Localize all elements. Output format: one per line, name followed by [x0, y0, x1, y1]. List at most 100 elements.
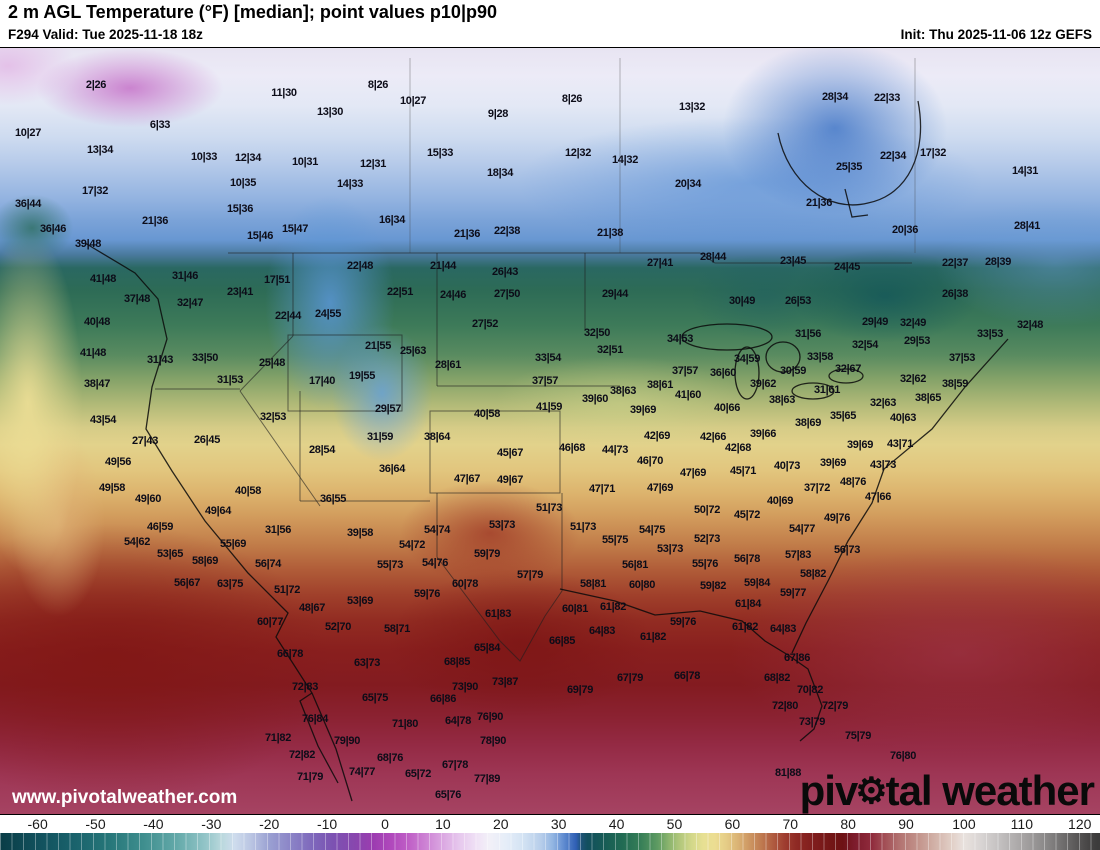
map-point-value: 47|67	[453, 473, 481, 485]
map-point-value: 39|48	[74, 238, 102, 250]
map-point-value: 64|83	[588, 625, 616, 637]
map-point-value: 32|49	[899, 317, 927, 329]
map-point-value: 43|54	[89, 414, 117, 426]
map-point-value: 54|74	[423, 524, 451, 536]
map-point-value: 45|72	[733, 509, 761, 521]
map-point-value: 29|49	[861, 316, 889, 328]
map-point-value: 24|55	[314, 308, 342, 320]
map-point-value: 28|39	[984, 256, 1012, 268]
map-point-value: 23|45	[779, 255, 807, 267]
map-point-value: 56|81	[621, 559, 649, 571]
map-point-value: 38|59	[941, 378, 969, 390]
map-point-value: 10|33	[190, 151, 218, 163]
map-point-value: 31|59	[366, 431, 394, 443]
map-point-value: 27|52	[471, 318, 499, 330]
page-title: 2 m AGL Temperature (°F) [median]; point…	[8, 2, 497, 22]
map-point-value: 71|80	[391, 718, 419, 730]
map-point-value: 50|72	[693, 504, 721, 516]
map-point-value: 39|62	[749, 378, 777, 390]
map-point-value: 32|63	[869, 397, 897, 409]
map-point-value: 65|84	[473, 642, 501, 654]
map-point-value: 51|73	[535, 502, 563, 514]
map-point-value: 65|72	[404, 768, 432, 780]
colorbar-tick-labels: -60 -50 -40 -30 -20 -10 0 10 20 30 40 50 60 70 80 90 100…	[0, 815, 1100, 832]
map-point-value: 24|46	[439, 289, 467, 301]
map-point-value: 15|46	[246, 230, 274, 242]
map-point-value: 20|36	[891, 224, 919, 236]
map-point-value: 21|36	[141, 215, 169, 227]
map-point-value: 21|44	[429, 260, 457, 272]
map-point-value: 22|38	[493, 225, 521, 237]
map-point-value: 63|75	[216, 578, 244, 590]
colorbar-tick: -40	[143, 816, 164, 832]
map-point-value: 34|53	[666, 333, 694, 345]
map-point-value: 59|77	[779, 587, 807, 599]
map-point-value: 33|53	[976, 328, 1004, 340]
map-point-value: 37|72	[803, 482, 831, 494]
temperature-map: 2|26 11|30 8|26 10|27 13|30 9|28 10|27 6|33 13|3…	[0, 47, 1100, 815]
map-point-value: 32|53	[259, 411, 287, 423]
map-point-value: 31|61	[813, 384, 841, 396]
map-point-value: 35|65	[829, 410, 857, 422]
map-point-value: 42|66	[699, 431, 727, 443]
map-point-value: 67|79	[616, 672, 644, 684]
colorbar-tick: 70	[782, 816, 799, 832]
map-point-value: 65|76	[434, 789, 462, 801]
map-point-value: 81|88	[774, 767, 802, 779]
map-point-value: 51|72	[273, 584, 301, 596]
map-point-value: 71|79	[296, 771, 324, 783]
map-point-value: 73|90	[451, 681, 479, 693]
map-point-value: 61|83	[484, 608, 512, 620]
map-point-value: 61|82	[731, 621, 759, 633]
colorbar-tick: -60	[27, 816, 48, 832]
map-point-value: 45|67	[496, 447, 524, 459]
map-point-value: 32|51	[596, 344, 624, 356]
map-point-value: 26|45	[193, 434, 221, 446]
map-point-value: 56|78	[733, 553, 761, 565]
map-point-value: 77|89	[473, 773, 501, 785]
map-point-value: 39|69	[846, 439, 874, 451]
map-point-value: 40|58	[473, 408, 501, 420]
colorbar-tick: 90	[898, 816, 914, 832]
map-point-value: 49|67	[496, 474, 524, 486]
map-point-value: 43|73	[869, 459, 897, 471]
map-point-value: 30|49	[728, 295, 756, 307]
map-point-value: 43|71	[886, 438, 914, 450]
map-point-value: 27|43	[131, 435, 159, 447]
map-point-value: 72|79	[821, 700, 849, 712]
map-point-value: 66|78	[276, 648, 304, 660]
map-point-value: 40|48	[83, 316, 111, 328]
map-point-value: 55|75	[601, 534, 629, 546]
map-point-value: 49|58	[98, 482, 126, 494]
map-point-value: 33|54	[534, 352, 562, 364]
map-point-value: 22|34	[879, 150, 907, 162]
map-point-value: 61|84	[734, 598, 762, 610]
map-point-value: 39|66	[749, 428, 777, 440]
map-point-value: 56|74	[254, 558, 282, 570]
map-point-value: 54|75	[638, 524, 666, 536]
map-point-value: 59|79	[473, 548, 501, 560]
map-point-value: 6|33	[149, 119, 171, 131]
map-point-value: 59|76	[413, 588, 441, 600]
map-point-value: 76|84	[301, 713, 329, 725]
map-point-value: 58|81	[579, 578, 607, 590]
logo-text-left: piv	[799, 767, 859, 814]
map-point-value: 47|66	[864, 491, 892, 503]
map-point-value: 66|86	[429, 693, 457, 705]
map-point-value: 10|27	[399, 95, 427, 107]
colorbar-tick: -10	[316, 816, 338, 832]
map-point-value: 56|73	[833, 544, 861, 556]
map-point-value: 46|59	[146, 521, 174, 533]
colorbar-tick: 40	[608, 816, 625, 832]
map-point-value: 40|66	[713, 402, 741, 414]
map-point-value: 36|55	[319, 493, 347, 505]
map-point-value: 65|75	[361, 692, 389, 704]
map-point-value: 22|44	[274, 310, 302, 322]
colorbar-tick: 10	[435, 816, 451, 832]
colorbar-tick: 110	[1010, 816, 1033, 832]
colorbar-gradient	[0, 833, 1100, 850]
map-point-value: 70|82	[796, 684, 824, 696]
map-point-value: 54|76	[421, 557, 449, 569]
init-time-label: Init: Thu 2025-11-06 12z GEFS	[900, 27, 1092, 42]
